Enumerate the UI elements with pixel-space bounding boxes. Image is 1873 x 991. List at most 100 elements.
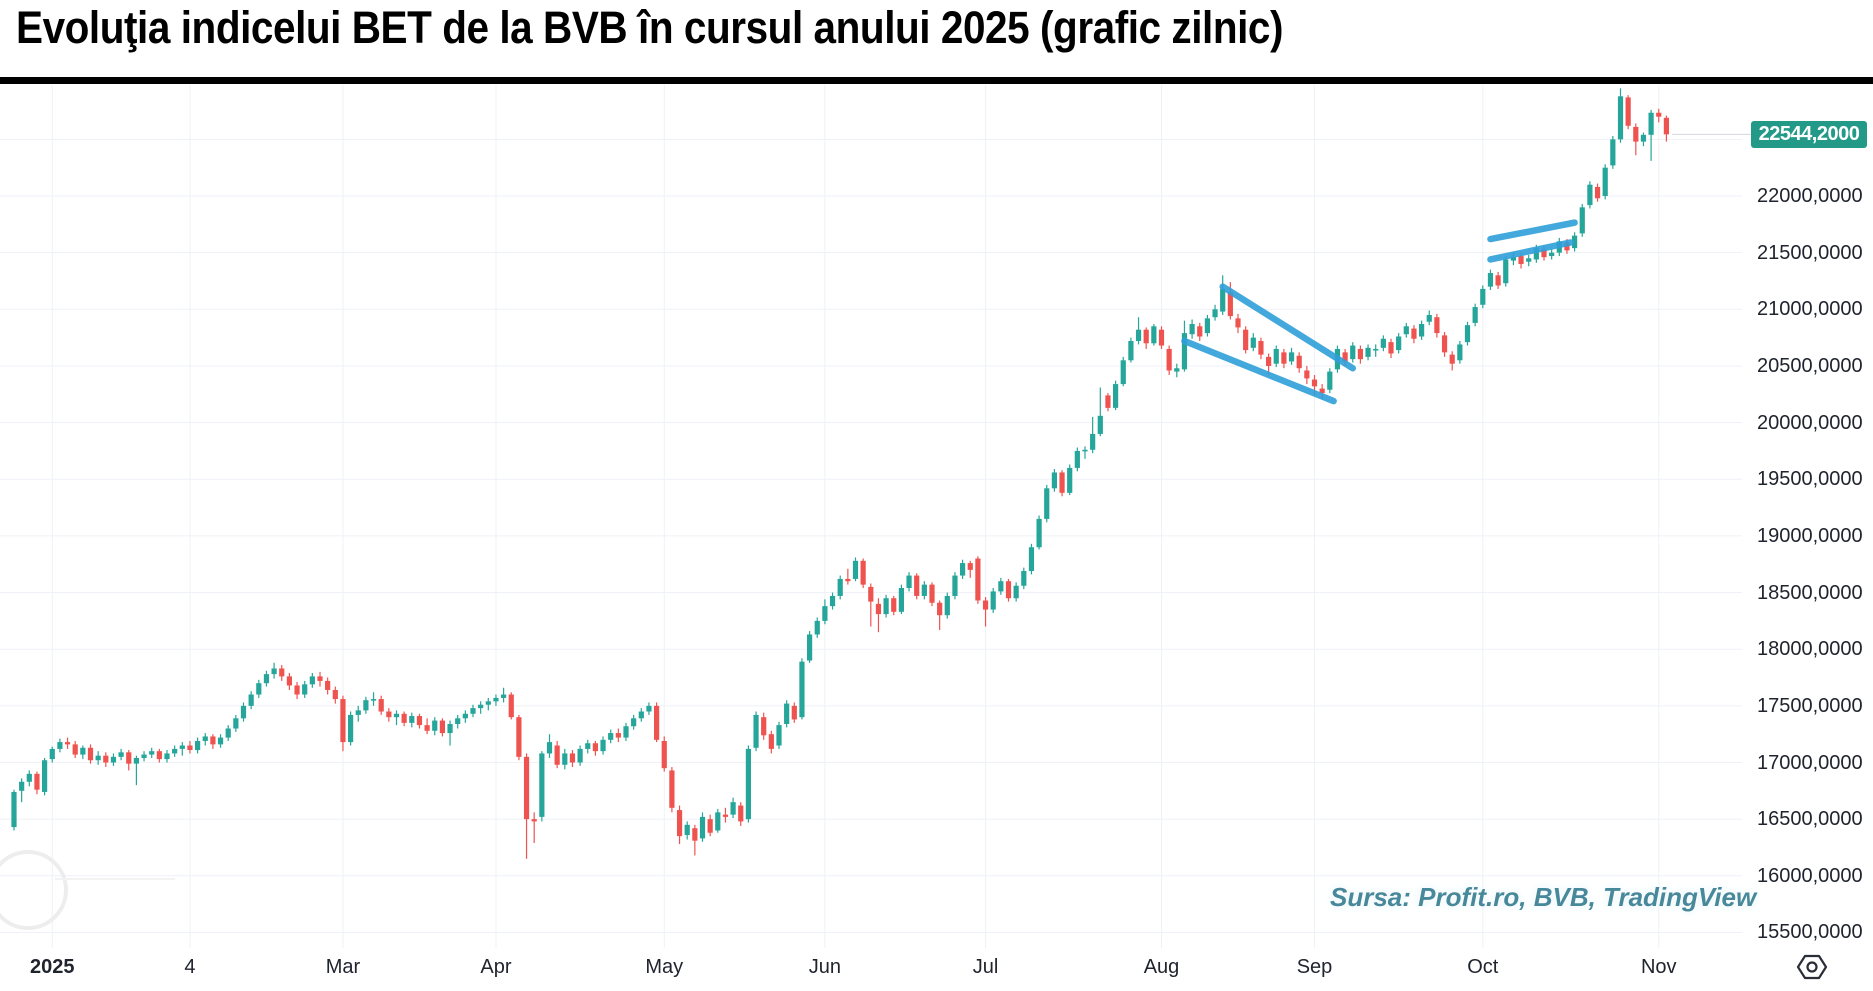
- candle: [348, 714, 354, 743]
- candle: [1510, 257, 1516, 261]
- candle: [202, 736, 208, 741]
- candle: [57, 742, 63, 749]
- candle: [929, 584, 935, 603]
- candle: [608, 733, 614, 740]
- candle: [164, 753, 170, 760]
- candle: [539, 753, 545, 817]
- candle: [1587, 184, 1593, 206]
- candle: [707, 819, 713, 833]
- candle: [982, 600, 989, 610]
- candle: [493, 697, 499, 702]
- candle: [738, 805, 744, 822]
- candle: [393, 713, 400, 718]
- candle: [401, 713, 407, 723]
- candle: [1250, 337, 1256, 348]
- candle: [1342, 352, 1348, 362]
- candle: [1044, 488, 1050, 519]
- candle: [110, 756, 117, 763]
- candle: [807, 634, 813, 661]
- price-axis-label: 21500,0000: [1757, 241, 1863, 264]
- candle: [26, 773, 32, 782]
- candle: [822, 606, 828, 621]
- price-axis-label: 17500,0000: [1757, 694, 1863, 717]
- candle: [1304, 370, 1310, 379]
- candle: [761, 717, 767, 736]
- candle: [1403, 326, 1409, 335]
- candle: [1311, 379, 1318, 387]
- candle: [906, 575, 912, 589]
- candle: [455, 718, 461, 724]
- candle: [753, 714, 759, 748]
- candle: [462, 713, 468, 719]
- candle: [1648, 112, 1654, 135]
- candle: [600, 739, 606, 752]
- price-axis-label: 20000,0000: [1757, 411, 1863, 434]
- candle: [49, 748, 55, 760]
- candle: [355, 710, 361, 715]
- page-title: Evoluţia indicelui BET de la BVB în curs…: [16, 2, 1284, 53]
- candle: [768, 734, 774, 749]
- candle: [1197, 326, 1203, 337]
- candle: [1074, 450, 1080, 468]
- candle: [478, 704, 484, 709]
- flag-pattern-october-line: [1487, 219, 1578, 243]
- candle: [1663, 117, 1669, 135]
- candle: [1128, 341, 1134, 361]
- candle: [309, 676, 315, 685]
- candle: [447, 723, 453, 734]
- candle: [1036, 518, 1042, 548]
- candle: [1357, 348, 1363, 360]
- candle: [1610, 139, 1616, 166]
- price-scale[interactable]: 22000,0000 21500,0000 21000,0000 20500,0000…: [1750, 85, 1873, 948]
- candle: [1243, 329, 1249, 351]
- candle: [187, 745, 193, 751]
- time-scale[interactable]: 2025 4 Mar Apr May Jun Jul Aug Sep Oct Nov: [0, 948, 1873, 991]
- candle: [95, 755, 101, 761]
- candle: [72, 744, 78, 755]
- price-axis-label: 22000,0000: [1757, 185, 1863, 207]
- candle: [638, 711, 644, 719]
- candle: [271, 668, 277, 675]
- candle: [225, 728, 231, 738]
- price-axis-label: 17000,0000: [1757, 751, 1863, 774]
- candle: [217, 737, 224, 745]
- candle: [1602, 167, 1608, 196]
- time-axis-label: Oct: [1467, 956, 1499, 978]
- candle: [501, 694, 507, 698]
- candle: [1113, 384, 1119, 408]
- candle: [1533, 248, 1539, 260]
- candle: [248, 694, 254, 706]
- time-axis-label: Mar: [325, 956, 361, 978]
- candle: [279, 668, 285, 677]
- price-axis-label: 15500,0000: [1757, 921, 1863, 944]
- hexagon-logo-icon[interactable]: [1796, 952, 1828, 984]
- candle: [852, 560, 859, 579]
- candle: [799, 661, 805, 718]
- candle: [1021, 571, 1027, 586]
- candle: [661, 740, 667, 769]
- candle: [210, 736, 216, 745]
- candle: [952, 575, 958, 596]
- title-underline: [0, 77, 1873, 84]
- candle: [1617, 96, 1624, 140]
- candle: [776, 725, 782, 746]
- time-axis-label: Aug: [1143, 956, 1180, 978]
- candle: [1028, 547, 1035, 572]
- time-axis-label: Apr: [480, 956, 512, 978]
- candle: [1480, 288, 1486, 305]
- candle: [256, 683, 262, 695]
- candle: [623, 726, 629, 738]
- candle: [118, 752, 124, 757]
- candle: [133, 757, 139, 764]
- candle: [1373, 348, 1379, 351]
- candle: [975, 558, 981, 601]
- time-axis-label: Nov: [1640, 956, 1677, 978]
- candle: [34, 773, 40, 790]
- candle: [172, 748, 178, 754]
- candle: [531, 819, 537, 822]
- flag-pattern-october-line: [1487, 239, 1575, 263]
- candle: [829, 595, 836, 607]
- source-attribution: Sursa: Profit.ro, BVB, TradingView: [1330, 882, 1757, 912]
